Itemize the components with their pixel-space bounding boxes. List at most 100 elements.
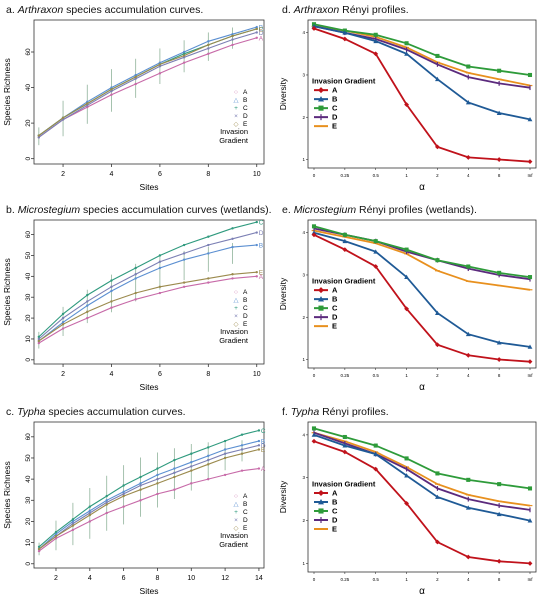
plot-frame: [33, 421, 265, 569]
marker-A: [373, 51, 379, 57]
end-label-D: D: [259, 230, 264, 237]
legend-label: A: [332, 489, 338, 498]
plot-frame: [33, 19, 265, 165]
y-tick-label: 50: [25, 251, 32, 259]
data-point: [86, 102, 89, 105]
legend-label: C: [243, 305, 248, 312]
legend-symbol: ○: [234, 89, 238, 96]
y-tick-label: 10: [25, 539, 32, 547]
data-point: [110, 89, 113, 93]
data-point: [105, 499, 108, 502]
data-point: [158, 254, 162, 257]
marker-A: [435, 342, 440, 348]
data-point: [255, 36, 258, 39]
legend-label: A: [332, 286, 338, 295]
x-tick-label: 12: [221, 575, 229, 582]
marker-A: [342, 36, 348, 42]
marker-C: [466, 64, 471, 69]
legend-title: Invasion: [220, 531, 248, 540]
data-point: [231, 245, 234, 249]
marker-C: [311, 426, 317, 431]
marker-B: [342, 30, 348, 35]
panel-title-taxon: Arthraxon: [293, 4, 340, 16]
plot-frame: [307, 421, 537, 573]
legend-label: C: [332, 304, 338, 313]
data-point: [223, 473, 227, 477]
data-point: [182, 243, 186, 247]
x-tick-label: 2: [436, 173, 439, 178]
data-point: [158, 260, 162, 263]
data-point: [37, 545, 41, 549]
data-point: [190, 452, 193, 455]
marker-C: [527, 275, 533, 280]
data-point: [122, 494, 125, 498]
marker-B: [435, 494, 440, 499]
x-axis-label: α: [419, 382, 425, 393]
legend-label: A: [243, 289, 248, 296]
panel-title: a. Arthraxon species accumulation curves…: [6, 4, 203, 16]
y-tick-label: 30: [25, 496, 32, 504]
marker-A: [435, 539, 440, 545]
data-point: [190, 461, 193, 464]
marker-C: [527, 72, 533, 78]
data-point: [206, 458, 210, 462]
data-point: [173, 475, 176, 479]
end-label-A: A: [259, 274, 264, 281]
data-point: [134, 82, 137, 86]
marker-C: [318, 305, 324, 311]
x-axis-label: Sites: [140, 182, 159, 192]
data-point: [37, 335, 41, 339]
data-point: [158, 285, 162, 288]
data-point: [110, 93, 113, 96]
x-axis-label: Sites: [140, 382, 159, 392]
data-point: [240, 469, 244, 472]
marker-B: [373, 38, 379, 44]
legend-title: Invasion Gradient: [312, 480, 376, 489]
data-point: [156, 492, 159, 496]
series-line-B: [313, 434, 531, 522]
legend-label: D: [332, 113, 338, 122]
legend-symbol: △: [234, 97, 240, 104]
data-point: [86, 310, 89, 314]
data-point: [37, 134, 41, 137]
data-point: [105, 511, 108, 515]
x-tick-label: 8: [498, 173, 501, 178]
marker-A: [373, 466, 379, 472]
marker-C: [342, 232, 347, 237]
end-label-C: C: [259, 220, 264, 227]
marker-B: [342, 238, 348, 244]
x-axis-label: α: [419, 182, 425, 193]
data-point: [231, 38, 234, 41]
marker-A: [404, 501, 409, 506]
x-tick-label: 2: [61, 371, 65, 378]
marker-A: [496, 157, 502, 162]
marker-B: [342, 443, 348, 448]
series-line-B: [38, 244, 257, 342]
x-tick-label: 8: [206, 371, 210, 378]
y-axis-label: Diversity: [278, 77, 288, 110]
data-point: [105, 503, 108, 506]
x-axis-label: Sites: [140, 586, 159, 596]
y-tick-label: 4: [302, 432, 305, 437]
y-tick-label: 60: [25, 231, 32, 239]
data-point: [156, 482, 159, 485]
data-point: [105, 494, 108, 498]
data-point: [37, 339, 41, 343]
data-point: [86, 316, 89, 320]
marker-A: [318, 490, 324, 496]
marker-A: [527, 561, 533, 566]
y-tick-label: 4: [302, 230, 305, 235]
panel-title-prefix: c.: [6, 406, 18, 418]
marker-C: [527, 486, 533, 491]
legend-title: Gradient: [219, 136, 249, 145]
data-point: [257, 429, 261, 432]
data-point: [158, 65, 162, 68]
data-point: [71, 528, 75, 532]
y-tick-label: 30: [25, 293, 32, 301]
data-point: [110, 289, 113, 293]
x-tick-label: 4: [467, 373, 470, 378]
data-point: [71, 524, 75, 527]
data-point: [37, 136, 41, 139]
legend-label: E: [332, 322, 337, 331]
data-point: [206, 477, 210, 481]
